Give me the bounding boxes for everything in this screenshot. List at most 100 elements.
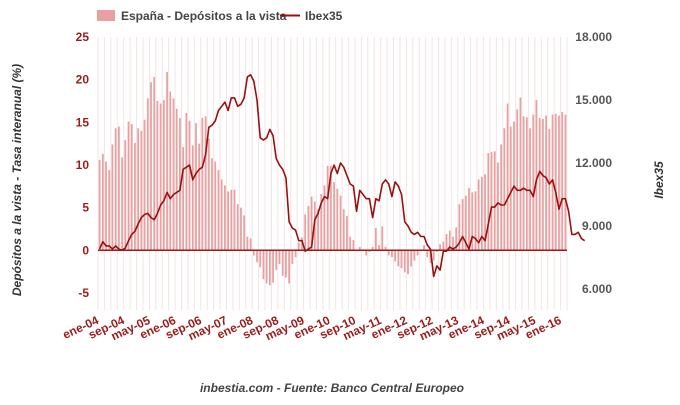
bar — [130, 124, 133, 251]
bar — [346, 216, 348, 251]
bar — [487, 153, 490, 251]
bar — [172, 98, 175, 251]
left-tick-label: 20 — [76, 73, 90, 87]
left-tick-label: 15 — [76, 115, 90, 129]
bar — [480, 176, 483, 251]
bar — [400, 250, 403, 269]
bar — [162, 100, 165, 251]
ibex35-line — [98, 74, 586, 278]
bar-series — [98, 71, 567, 286]
bar — [252, 250, 255, 256]
bar — [127, 121, 130, 251]
bar — [323, 185, 326, 251]
bar — [146, 98, 149, 251]
bar — [333, 182, 335, 251]
bar — [153, 77, 156, 251]
bar — [381, 226, 384, 251]
bar — [243, 215, 246, 251]
bar — [464, 195, 467, 251]
bar — [458, 204, 461, 251]
bar — [288, 250, 291, 284]
bar — [330, 165, 332, 251]
bar — [134, 142, 136, 251]
bar — [217, 170, 220, 251]
bar — [442, 241, 445, 251]
bar — [445, 234, 448, 251]
right-tick-label: 9.000 — [582, 219, 612, 233]
bar — [156, 100, 159, 251]
bar — [114, 128, 117, 251]
right-tick-label: 15.000 — [575, 93, 612, 107]
bar — [246, 236, 249, 251]
bar — [166, 71, 168, 251]
bar — [268, 250, 271, 286]
legend-line-label: Ibex35 — [305, 9, 343, 23]
right-axis-ticks: 18.000 15.000 12.000 9.000 6.000 — [575, 30, 612, 296]
bar — [262, 250, 265, 280]
bar — [143, 119, 146, 251]
bar — [516, 109, 519, 251]
legend: España - Depósitos a la vista Ibex35 — [97, 9, 343, 23]
bar — [121, 157, 123, 251]
bar — [105, 161, 107, 251]
bar — [407, 250, 409, 275]
bar — [387, 250, 390, 256]
bar — [545, 115, 548, 251]
bar — [233, 189, 236, 251]
legend-bar-label: España - Depósitos a la vista — [121, 9, 287, 23]
bar — [493, 151, 496, 251]
bar — [426, 250, 429, 258]
bar — [159, 103, 162, 251]
bar — [278, 250, 281, 264]
bar — [522, 116, 525, 251]
bar — [448, 230, 451, 251]
bar — [416, 250, 419, 256]
bar — [503, 128, 506, 251]
bar — [532, 114, 535, 251]
bar — [198, 143, 201, 251]
left-tick-label: 0 — [82, 243, 89, 257]
bar — [371, 246, 374, 251]
bar — [227, 191, 229, 251]
bar — [410, 250, 413, 267]
bar — [118, 126, 120, 251]
bar — [461, 199, 464, 251]
bar — [432, 250, 435, 261]
bar — [455, 227, 458, 251]
left-tick-label: 5 — [82, 201, 89, 215]
bar — [272, 250, 274, 283]
bar — [281, 250, 284, 276]
bar — [150, 82, 152, 251]
bar — [124, 140, 127, 251]
bar — [471, 192, 474, 251]
bar — [259, 250, 262, 268]
bar — [358, 246, 361, 251]
bar — [384, 246, 387, 251]
line-series — [98, 74, 586, 278]
bar — [317, 209, 319, 251]
bar — [182, 147, 185, 251]
bar — [304, 214, 307, 251]
bar — [240, 207, 242, 251]
bar — [535, 100, 538, 251]
bar — [214, 161, 217, 251]
bar — [101, 153, 104, 251]
left-tick-label: 25 — [76, 30, 90, 44]
bar — [111, 144, 114, 251]
bar — [224, 185, 226, 251]
bar — [204, 116, 207, 251]
grid — [97, 37, 568, 310]
bar — [195, 123, 197, 251]
bar — [484, 174, 486, 251]
bar — [201, 118, 204, 251]
bar — [339, 195, 342, 251]
bar — [307, 205, 310, 251]
bar — [548, 129, 551, 251]
bar — [436, 250, 438, 252]
bar — [561, 112, 564, 251]
bar — [297, 242, 300, 251]
bar — [558, 115, 560, 251]
bar — [525, 117, 528, 251]
bar — [413, 250, 416, 261]
